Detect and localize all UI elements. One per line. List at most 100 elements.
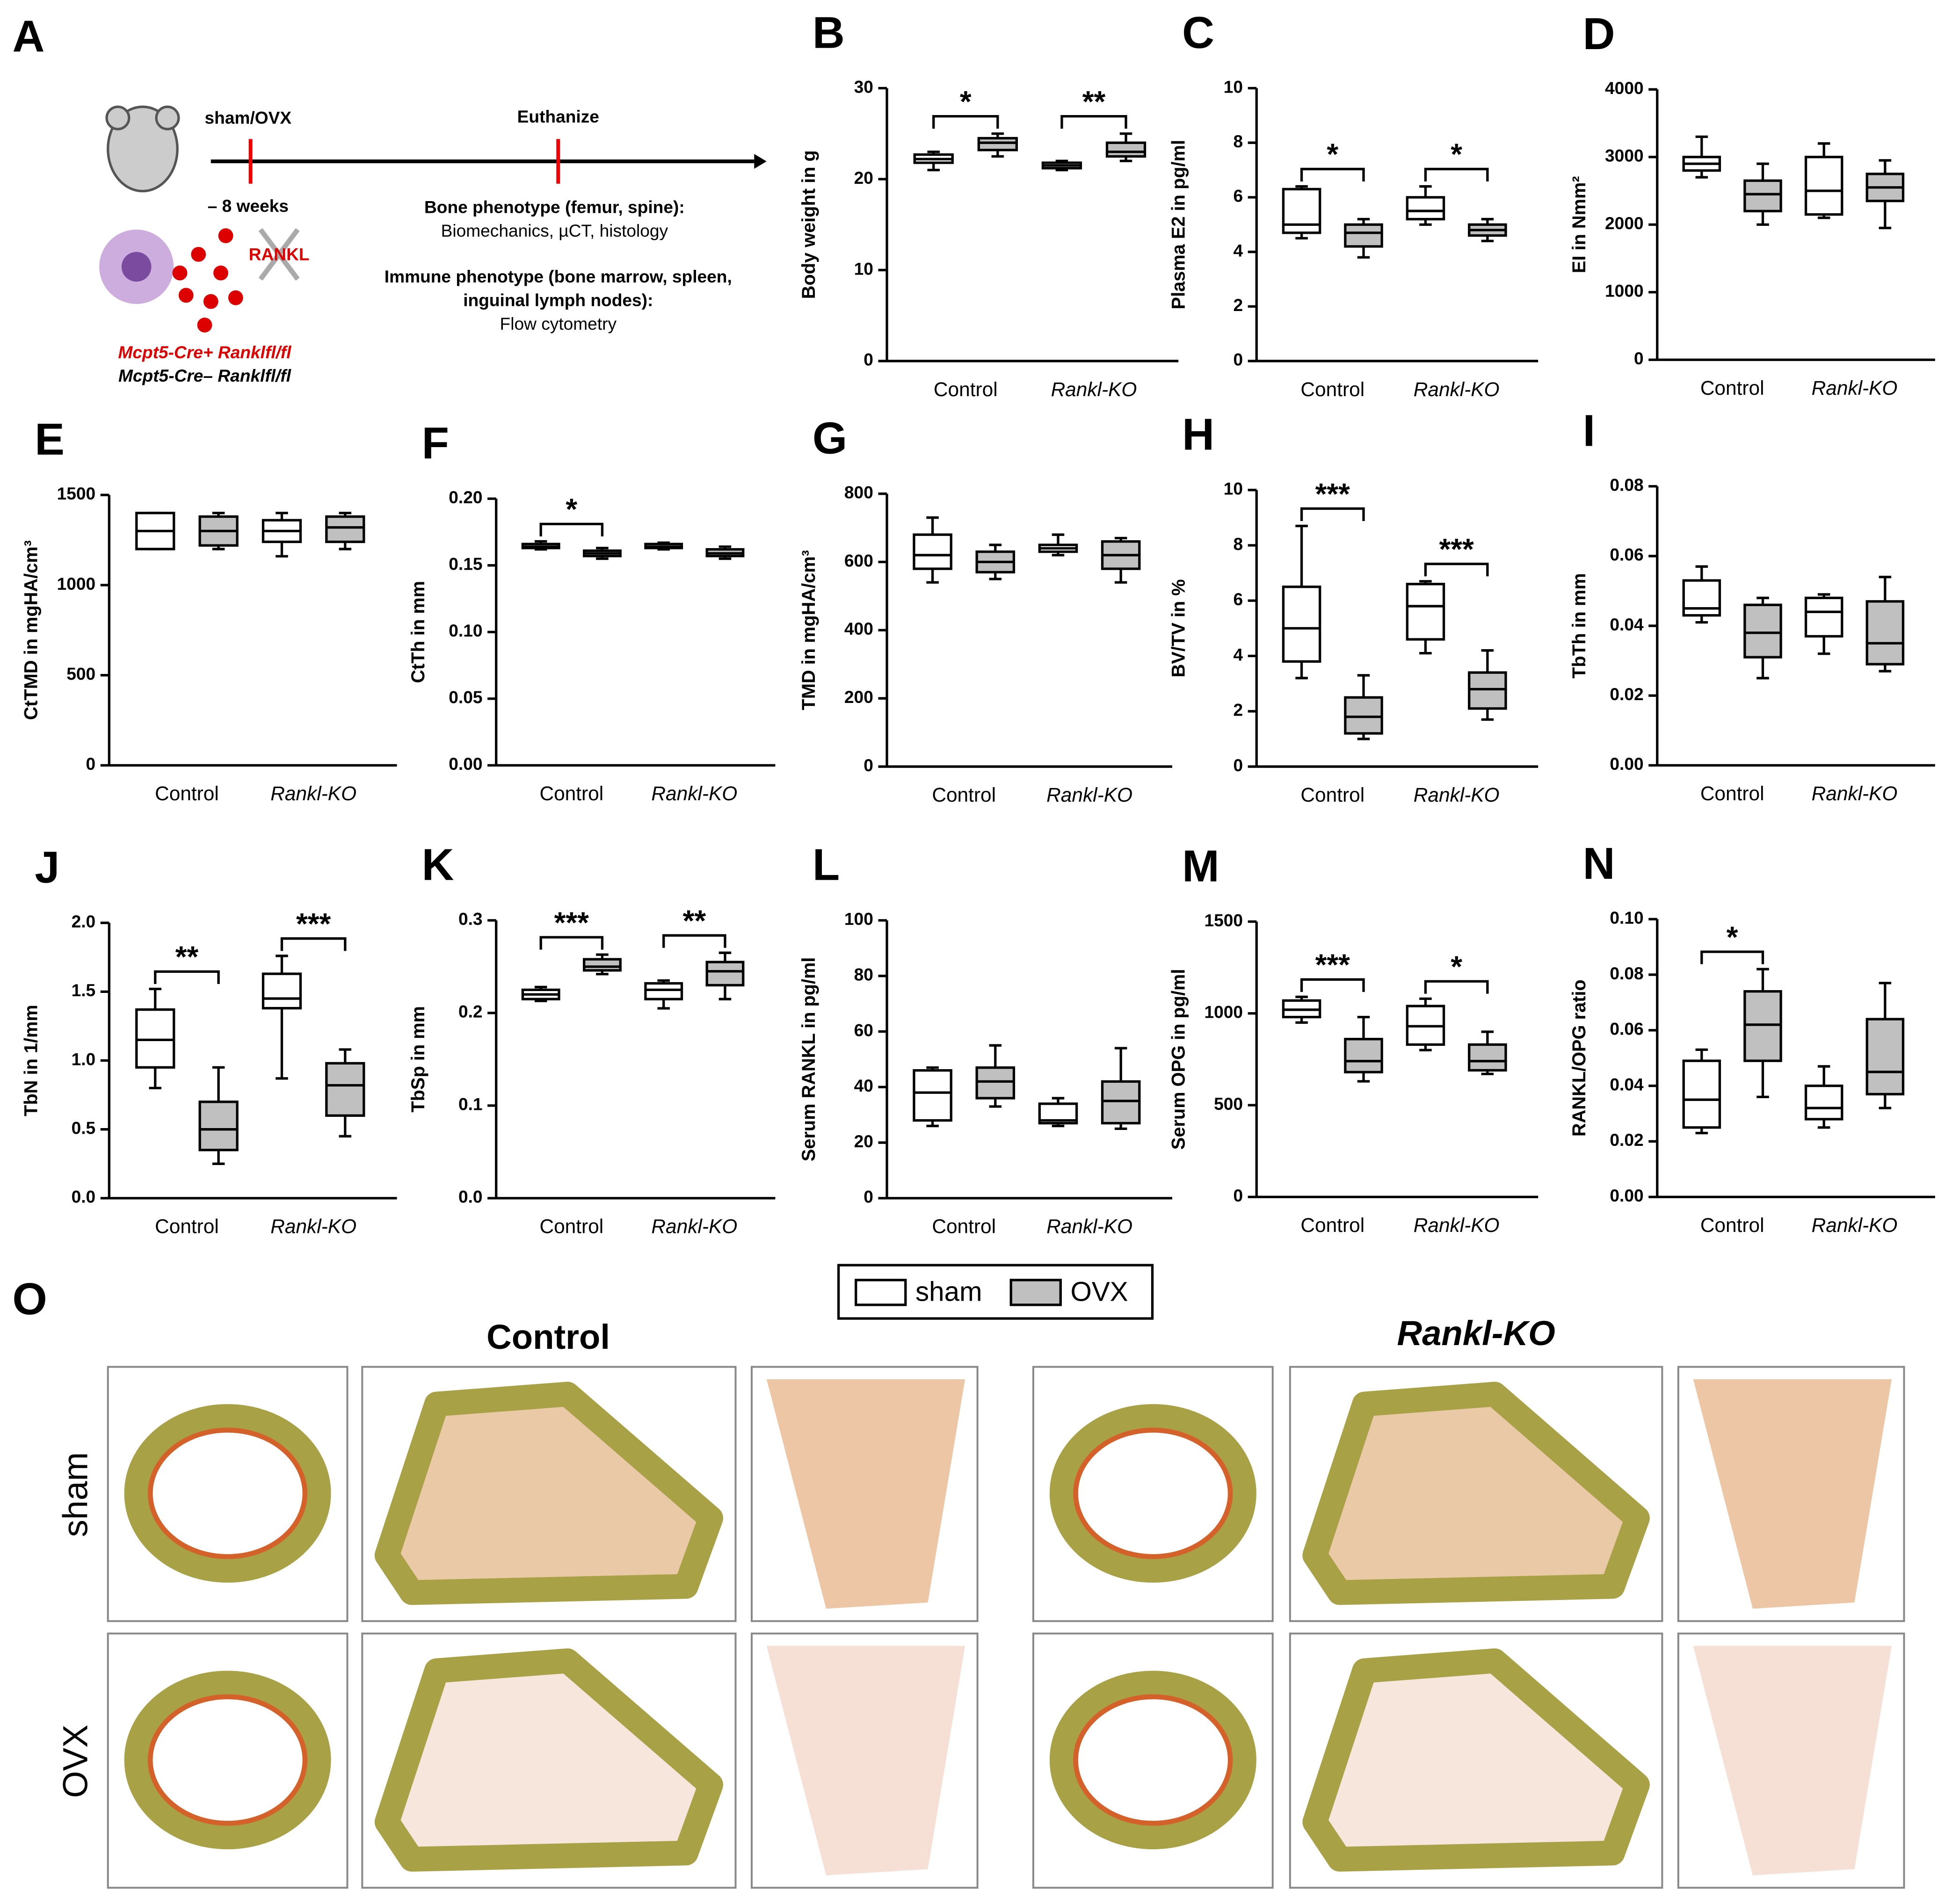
significance-bracket <box>932 115 999 129</box>
legend-label: sham <box>915 1276 982 1307</box>
y-tick-label: 200 <box>844 687 873 707</box>
y-tick-label: 0.08 <box>1610 963 1643 983</box>
trabecular-network <box>1693 1646 1892 1875</box>
y-tick-label: 1.0 <box>72 1049 96 1069</box>
y-axis-label: TbN in 1/mm <box>21 1005 41 1116</box>
row-label: sham <box>56 1452 95 1537</box>
box-chart: I TbTh in mm 0.00 0.02 0.04 0.06 0.08 Control Ra… <box>1569 406 1935 804</box>
y-tick-label: 0.20 <box>449 487 482 507</box>
y-axis-label: TbSp in mm <box>408 1006 428 1113</box>
significance-label: * <box>1451 138 1462 171</box>
panel-letter: F <box>422 419 449 468</box>
significance-label: *** <box>1315 948 1350 982</box>
cortical-bone <box>1049 1404 1256 1583</box>
cortical-inner <box>147 1694 308 1826</box>
y-tick-label: 6 <box>1233 589 1243 609</box>
y-axis-label: CtTh in mm <box>408 581 428 683</box>
significance-bracket <box>1700 950 1764 964</box>
y-tick-label: 20 <box>854 1131 873 1151</box>
panel-letter: M <box>1182 841 1219 891</box>
panel-letter: K <box>422 840 454 890</box>
label: Flow cytometry <box>500 314 617 333</box>
label: – 8 weeks <box>208 196 289 216</box>
y-tick-label: 60 <box>854 1020 873 1040</box>
y-tick-label: 0.08 <box>1610 475 1643 495</box>
box <box>913 533 952 570</box>
box <box>705 961 745 987</box>
significance-bracket <box>662 934 726 948</box>
mouse-ear <box>155 105 180 130</box>
significance-label: *** <box>296 907 331 941</box>
y-tick-label: 80 <box>854 964 873 984</box>
label: sham/OVX <box>205 108 292 128</box>
y-tick-label: 800 <box>844 482 873 502</box>
y-tick-label: 0.04 <box>1610 615 1644 634</box>
box <box>1344 223 1383 248</box>
legend: sham OVX <box>837 1264 1154 1320</box>
significance-bracket <box>1300 978 1365 992</box>
y-tick-label: 2.0 <box>72 912 96 931</box>
x-tick-label: Rankl-KO <box>1414 784 1500 806</box>
box <box>1101 1080 1141 1125</box>
x-tick-label: Control <box>934 378 998 400</box>
box <box>325 1062 365 1117</box>
y-tick-label: 0.05 <box>449 688 482 707</box>
label: Biomechanics, µCT, histology <box>441 221 668 240</box>
significance-bracket <box>154 970 220 984</box>
box-chart: F CtTh in mm 0.00 0.05 0.10 0.15 0.20 Control Ra… <box>408 419 776 804</box>
y-tick-label: 3000 <box>1605 146 1644 166</box>
y-tick-label: 2 <box>1233 700 1243 720</box>
mouse-ear <box>105 105 131 130</box>
y-tick-label: 6 <box>1233 186 1243 206</box>
significance-label: ** <box>683 904 706 937</box>
x-tick-label: Control <box>1700 782 1764 804</box>
cortical-bone <box>124 1671 331 1850</box>
y-tick-label: 0.00 <box>1610 754 1643 774</box>
significance-bracket <box>1060 115 1127 129</box>
box <box>198 1100 239 1151</box>
y-tick-label: 0.15 <box>449 554 482 574</box>
significance-label: *** <box>1439 533 1474 566</box>
label: Immune phenotype (bone marrow, spleen, <box>385 267 732 286</box>
x-tick-label: Control <box>1700 1214 1764 1236</box>
y-tick-label: 0.06 <box>1610 545 1643 565</box>
y-axis-label: EI in Nmm² <box>1569 176 1589 273</box>
y-tick-label: 0 <box>864 755 873 775</box>
box-chart: C Plasma E2 in pg/ml 0 2 4 6 8 10 Control Rankl-K… <box>1168 8 1539 400</box>
column-title: Rankl-KO <box>1397 1314 1555 1353</box>
box-chart: B Body weight in g 0 10 20 30 Control Rankl-KO *… <box>798 8 1179 400</box>
x-tick-label: Rankl-KO <box>1812 782 1898 804</box>
box <box>261 972 302 1010</box>
y-tick-label: 1.5 <box>72 980 96 1000</box>
x-tick-label: Rankl-KO <box>651 782 737 804</box>
panel-letter: O <box>13 1274 47 1324</box>
label: Bone phenotype (femur, spine): <box>424 197 685 217</box>
y-tick-label: 1500 <box>57 484 96 503</box>
arrow-head <box>754 154 767 169</box>
significance-label: * <box>1727 920 1738 954</box>
box-chart: N RANKL/OPG ratio 0.00 0.02 0.04 0.06 0.08 0.10… <box>1569 839 1935 1236</box>
box <box>975 1066 1016 1100</box>
granules <box>172 228 243 333</box>
y-axis-label: Body weight in g <box>798 150 819 299</box>
y-tick-label: 0.00 <box>1610 1186 1643 1205</box>
panel-letter: D <box>1583 9 1615 59</box>
y-tick-label: 0.04 <box>1610 1074 1644 1094</box>
box-chart: K TbSp in mm 0.0 0.1 0.2 0.3 Control Rankl-KO **… <box>408 840 776 1238</box>
box <box>977 137 1018 152</box>
box-chart: L Serum RANKL in pg/ml 0 20 40 60 80 100 Control… <box>798 840 1172 1238</box>
legend-swatch <box>855 1279 907 1306</box>
y-tick-label: 0.0 <box>72 1187 96 1207</box>
box <box>1682 1059 1721 1129</box>
y-tick-label: 600 <box>844 550 873 570</box>
x-tick-label: Rankl-KO <box>1812 377 1898 399</box>
trabecular-network <box>766 1646 965 1875</box>
y-tick-label: 0 <box>1233 755 1243 775</box>
y-tick-label: 0 <box>864 350 873 369</box>
legend-swatch <box>1009 1279 1062 1306</box>
y-axis-label: Serum RANKL in pg/ml <box>798 957 819 1162</box>
legend-label: OVX <box>1070 1276 1128 1307</box>
label: Mcpt5-Cre– Ranklfl/fl <box>118 366 291 385</box>
significance-bracket <box>1300 167 1365 181</box>
